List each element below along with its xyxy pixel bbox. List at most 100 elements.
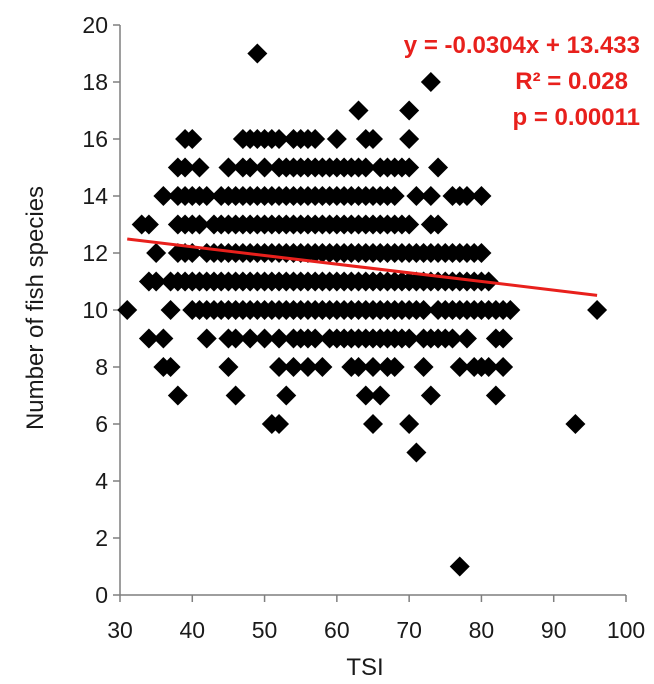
data-point — [471, 186, 492, 206]
data-point — [146, 243, 167, 263]
x-tick-label: 100 — [607, 617, 645, 643]
data-point — [196, 186, 217, 206]
x-tick-label: 50 — [252, 617, 278, 643]
data-point — [225, 385, 246, 406]
data-point — [138, 214, 159, 235]
data-point — [269, 357, 290, 377]
data-point — [363, 414, 383, 434]
data-point — [355, 157, 376, 178]
data-point — [428, 214, 449, 235]
data-point — [225, 328, 246, 349]
data-point — [146, 271, 167, 292]
y-axis-title: Number of fish species — [22, 186, 49, 430]
x-tick-label: 30 — [107, 617, 133, 643]
data-point — [428, 157, 449, 178]
data-point — [420, 385, 441, 406]
data-point — [456, 328, 477, 349]
trendline-group — [127, 237, 598, 297]
p-value-label: p = 0.00011 — [513, 104, 640, 131]
data-point — [399, 129, 420, 149]
data-point — [384, 357, 405, 377]
data-point — [456, 186, 477, 206]
r-squared-label: R² = 0.028 — [515, 68, 628, 95]
data-point — [254, 328, 275, 349]
y-axis: 0 2 4 6 8 10 12 14 16 18 20 — [82, 12, 121, 608]
data-point — [326, 129, 347, 149]
data-point — [406, 442, 427, 463]
y-tick-label: 4 — [95, 468, 108, 494]
y-tick-label: 18 — [82, 69, 108, 95]
data-point — [167, 385, 188, 406]
data-point — [182, 129, 203, 149]
y-tick-label: 6 — [95, 411, 108, 437]
data-point — [493, 328, 514, 349]
data-point — [305, 129, 326, 149]
data-point — [565, 414, 586, 434]
data-point — [413, 300, 434, 320]
x-tick-label: 70 — [396, 617, 422, 643]
data-point — [196, 328, 217, 349]
data-point — [240, 328, 261, 349]
x-tick-label: 40 — [179, 617, 205, 643]
data-point — [189, 157, 210, 178]
data-point — [384, 186, 405, 206]
data-point — [363, 357, 383, 377]
data-point — [138, 328, 159, 349]
trendline — [127, 237, 598, 297]
data-point — [297, 357, 318, 377]
data-point — [247, 43, 268, 64]
data-point — [269, 414, 290, 434]
data-point — [160, 357, 181, 377]
data-point — [485, 385, 506, 406]
data-point — [449, 556, 470, 577]
data-point — [399, 328, 420, 349]
data-point — [240, 157, 261, 178]
data-point — [587, 300, 608, 320]
y-tick-label: 20 — [82, 12, 108, 38]
y-tick-label: 14 — [82, 183, 108, 209]
data-point — [420, 72, 441, 92]
data-point — [305, 328, 326, 349]
x-tick-label: 60 — [324, 617, 350, 643]
data-point — [355, 385, 376, 406]
y-tick-label: 2 — [95, 525, 108, 551]
data-point — [160, 300, 181, 320]
data-point — [399, 157, 420, 178]
data-point — [269, 328, 290, 349]
data-point — [283, 357, 304, 377]
data-point — [500, 300, 521, 320]
data-point — [218, 357, 239, 377]
data-point — [399, 100, 420, 121]
y-tick-label: 8 — [95, 354, 108, 380]
y-tick-label: 10 — [82, 297, 108, 323]
x-tick-label: 90 — [541, 617, 567, 643]
data-point — [406, 186, 427, 206]
x-axis: 30 40 50 60 70 80 90 100 — [107, 594, 645, 643]
data-point — [218, 157, 239, 178]
data-point — [312, 357, 333, 377]
data-point — [276, 385, 297, 406]
data-point — [175, 157, 196, 178]
x-tick-label: 80 — [469, 617, 495, 643]
y-tick-label: 16 — [82, 126, 108, 152]
data-point — [117, 300, 138, 320]
data-point — [442, 328, 463, 349]
x-axis-title: TSI — [346, 654, 383, 681]
data-point — [493, 357, 514, 377]
data-point — [254, 157, 275, 178]
data-point — [449, 357, 470, 377]
data-point — [478, 357, 499, 377]
data-point — [348, 357, 369, 377]
data-point — [189, 214, 210, 235]
data-point — [269, 129, 290, 149]
data-point — [399, 214, 420, 235]
data-point — [420, 186, 441, 206]
regression-equation: y = -0.0304x + 13.433 — [404, 32, 640, 59]
data-point — [399, 414, 420, 434]
data-point — [370, 385, 391, 406]
y-tick-label: 0 — [95, 582, 108, 608]
data-point — [348, 100, 369, 121]
data-point — [363, 129, 383, 149]
y-tick-label: 12 — [82, 240, 108, 266]
